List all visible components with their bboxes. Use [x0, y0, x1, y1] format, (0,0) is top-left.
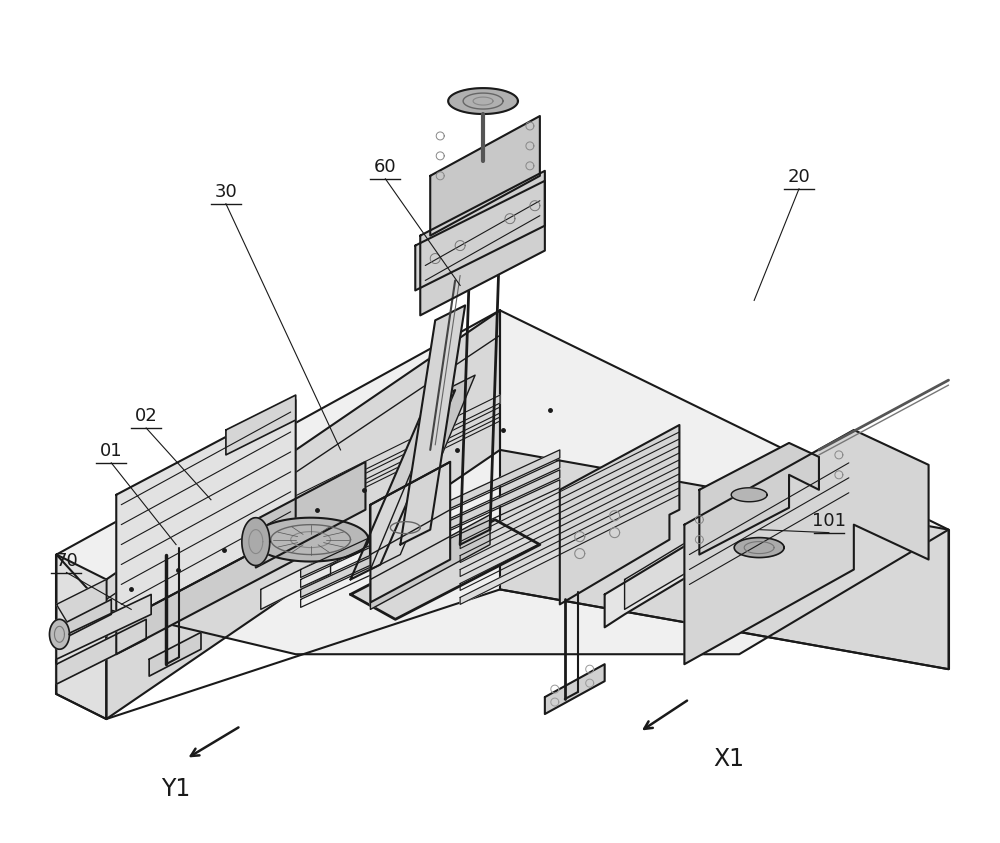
Polygon shape — [56, 620, 146, 685]
Polygon shape — [49, 620, 69, 649]
Polygon shape — [370, 515, 490, 609]
Text: X1: X1 — [714, 747, 745, 771]
Polygon shape — [684, 430, 929, 664]
Polygon shape — [116, 400, 296, 625]
Polygon shape — [256, 462, 365, 567]
Polygon shape — [415, 180, 545, 291]
Polygon shape — [149, 632, 201, 676]
Polygon shape — [253, 518, 368, 561]
Polygon shape — [226, 395, 296, 455]
Polygon shape — [731, 488, 767, 502]
Polygon shape — [261, 555, 331, 609]
Polygon shape — [500, 450, 949, 669]
Polygon shape — [460, 460, 679, 577]
Polygon shape — [56, 579, 106, 630]
Polygon shape — [625, 450, 839, 609]
Text: 70: 70 — [55, 551, 78, 570]
Polygon shape — [460, 432, 679, 549]
Polygon shape — [301, 470, 560, 598]
Polygon shape — [699, 443, 819, 555]
Polygon shape — [156, 395, 500, 572]
Polygon shape — [370, 375, 475, 570]
Text: 60: 60 — [374, 158, 397, 176]
Polygon shape — [560, 425, 679, 604]
Polygon shape — [56, 310, 949, 654]
Polygon shape — [56, 555, 106, 719]
Polygon shape — [106, 310, 500, 719]
Polygon shape — [460, 488, 679, 604]
Text: 30: 30 — [215, 183, 237, 201]
Polygon shape — [350, 519, 540, 620]
Polygon shape — [56, 599, 111, 642]
Text: 02: 02 — [135, 407, 158, 425]
Polygon shape — [545, 664, 605, 714]
Polygon shape — [400, 305, 465, 545]
Polygon shape — [430, 116, 540, 235]
Text: 101: 101 — [812, 512, 846, 529]
Text: 20: 20 — [788, 168, 810, 185]
Polygon shape — [56, 594, 151, 659]
Text: Y1: Y1 — [161, 776, 191, 801]
Polygon shape — [370, 462, 450, 603]
Polygon shape — [734, 538, 784, 557]
Polygon shape — [350, 390, 455, 579]
Text: 01: 01 — [100, 442, 123, 460]
Polygon shape — [301, 450, 560, 577]
Polygon shape — [116, 529, 296, 654]
Polygon shape — [605, 464, 819, 627]
Polygon shape — [420, 171, 545, 315]
Polygon shape — [448, 89, 518, 114]
Polygon shape — [242, 518, 270, 566]
